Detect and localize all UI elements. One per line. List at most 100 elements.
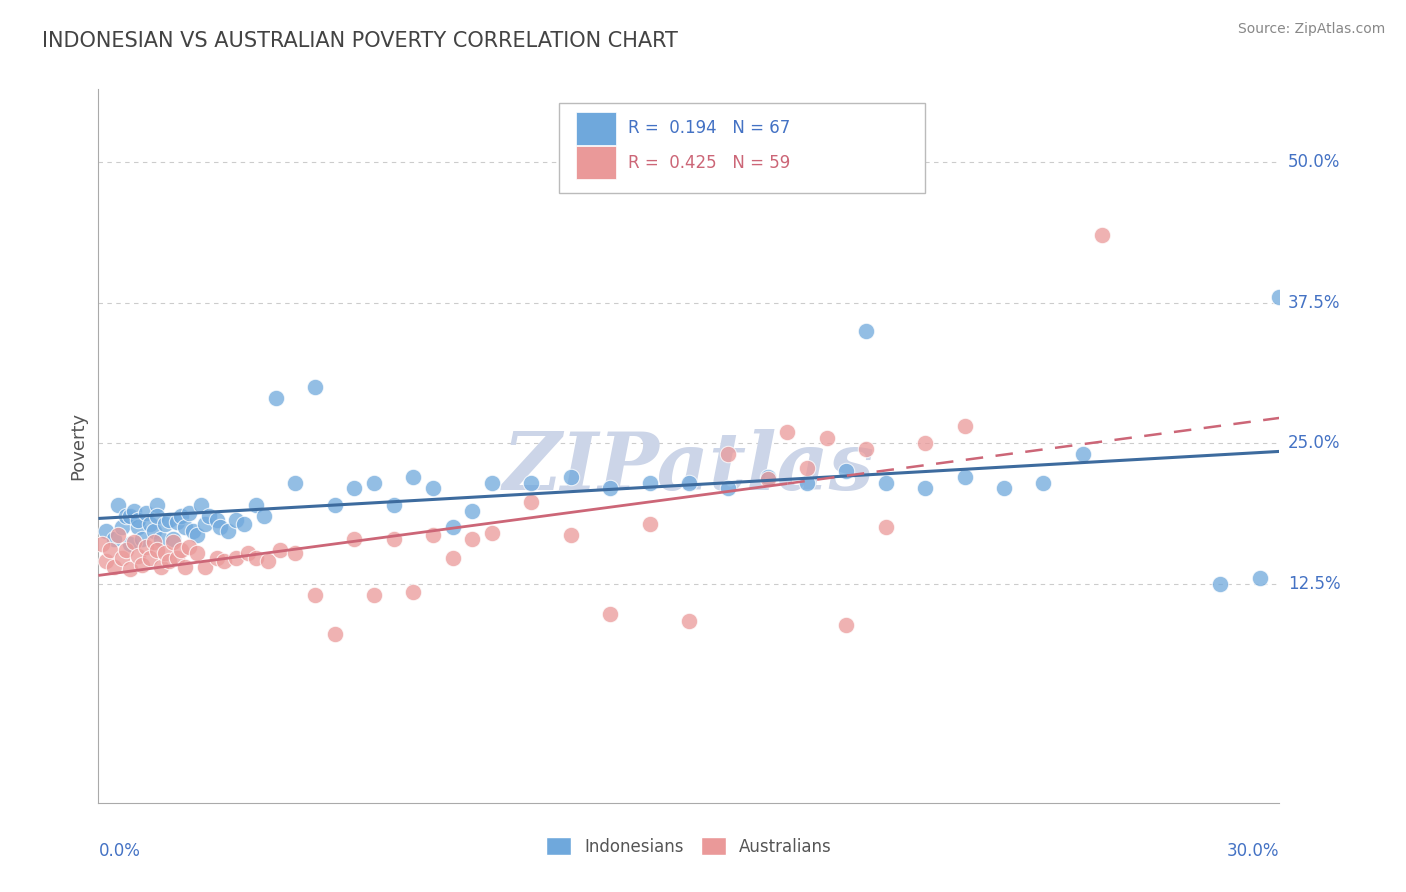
Point	[875, 520, 897, 534]
Point	[236, 546, 259, 560]
Point	[481, 526, 503, 541]
Point	[98, 543, 121, 558]
Point	[304, 588, 326, 602]
Point	[150, 559, 173, 574]
FancyBboxPatch shape	[560, 103, 925, 193]
Point	[170, 543, 193, 558]
Point	[402, 584, 425, 599]
Point	[520, 475, 543, 490]
Point	[127, 549, 149, 563]
Point	[146, 498, 169, 512]
Point	[993, 481, 1015, 495]
Point	[599, 481, 621, 495]
Point	[157, 554, 180, 568]
Point	[111, 550, 134, 565]
Point	[174, 520, 197, 534]
Point	[170, 509, 193, 524]
Legend: Indonesians, Australians: Indonesians, Australians	[540, 830, 838, 863]
Point	[1209, 576, 1232, 591]
Point	[118, 537, 141, 551]
Point	[225, 550, 247, 565]
Point	[131, 532, 153, 546]
Point	[269, 543, 291, 558]
Text: INDONESIAN VS AUSTRALIAN POVERTY CORRELATION CHART: INDONESIAN VS AUSTRALIAN POVERTY CORRELA…	[42, 31, 678, 51]
Point	[382, 498, 405, 512]
Point	[461, 503, 484, 517]
Point	[233, 517, 256, 532]
Point	[363, 588, 385, 602]
Point	[382, 532, 405, 546]
Point	[217, 524, 239, 538]
Point	[103, 559, 125, 574]
Point	[177, 506, 200, 520]
Point	[461, 532, 484, 546]
Point	[197, 509, 219, 524]
Point	[96, 554, 118, 568]
Point	[135, 506, 157, 520]
Point	[717, 481, 740, 495]
Point	[796, 475, 818, 490]
Point	[717, 447, 740, 461]
Point	[135, 540, 157, 554]
Point	[1032, 475, 1054, 490]
Point	[756, 472, 779, 486]
Point	[174, 559, 197, 574]
Point	[225, 513, 247, 527]
Point	[107, 498, 129, 512]
Point	[194, 517, 217, 532]
Point	[181, 524, 204, 538]
Point	[118, 562, 141, 576]
Point	[914, 436, 936, 450]
Point	[162, 535, 184, 549]
Point	[520, 494, 543, 508]
Point	[127, 513, 149, 527]
Point	[363, 475, 385, 490]
Point	[756, 470, 779, 484]
Point	[205, 513, 228, 527]
Text: 25.0%: 25.0%	[1288, 434, 1340, 452]
Point	[638, 517, 661, 532]
Point	[284, 546, 307, 560]
Point	[1091, 228, 1114, 243]
Text: 30.0%: 30.0%	[1227, 842, 1279, 860]
Point	[953, 470, 976, 484]
Point	[855, 442, 877, 456]
Point	[96, 524, 118, 538]
FancyBboxPatch shape	[575, 146, 616, 179]
Y-axis label: Poverty: Poverty	[69, 412, 87, 480]
Point	[186, 528, 208, 542]
Point	[560, 470, 582, 484]
Point	[402, 470, 425, 484]
Point	[481, 475, 503, 490]
Point	[138, 517, 160, 532]
Point	[111, 520, 134, 534]
Point	[560, 528, 582, 542]
Point	[115, 509, 138, 524]
Point	[1071, 447, 1094, 461]
Point	[441, 520, 464, 534]
Point	[118, 509, 141, 524]
Point	[343, 481, 366, 495]
Point	[138, 550, 160, 565]
Point	[115, 543, 138, 558]
Point	[245, 550, 267, 565]
Point	[122, 503, 145, 517]
Point	[256, 554, 278, 568]
Point	[343, 532, 366, 546]
Point	[91, 537, 114, 551]
Point	[146, 543, 169, 558]
Point	[245, 498, 267, 512]
Point	[253, 509, 276, 524]
Point	[186, 546, 208, 560]
Point	[122, 535, 145, 549]
Point	[209, 520, 232, 534]
Point	[150, 532, 173, 546]
Point	[205, 550, 228, 565]
Point	[146, 509, 169, 524]
Point	[835, 464, 858, 478]
Point	[131, 558, 153, 572]
Point	[162, 532, 184, 546]
Point	[796, 461, 818, 475]
Point	[1249, 571, 1271, 585]
Point	[155, 517, 177, 532]
